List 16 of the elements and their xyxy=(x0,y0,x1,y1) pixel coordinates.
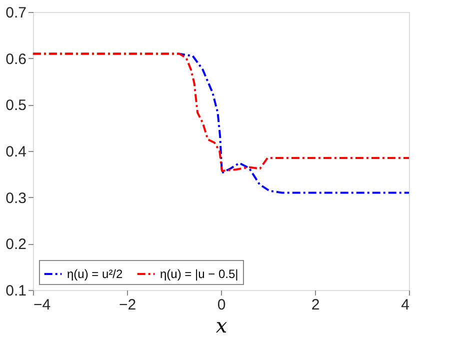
legend-label: η(u) = u²/2 xyxy=(67,267,124,281)
legend-label: η(u) = |u − 0.5| xyxy=(160,267,238,281)
line-series xyxy=(32,52,410,172)
x-tick-label: 0 xyxy=(217,296,226,314)
x-axis-title: x xyxy=(216,314,228,338)
x-tick-label: −2 xyxy=(118,296,136,314)
y-tick-label: 0.2 xyxy=(6,236,26,254)
x-tick-label: 4 xyxy=(401,296,410,314)
y-tick-label: 0.4 xyxy=(6,144,26,160)
y-tick-label: 0.3 xyxy=(6,190,26,207)
x-tick-label: 2 xyxy=(311,296,320,314)
x-tick-label: −4 xyxy=(34,296,51,314)
y-tick-label: 0.1 xyxy=(6,282,26,300)
y-tick-label: 0.7 xyxy=(6,4,26,22)
y-tick-label: 0.5 xyxy=(6,97,26,114)
y-tick-label: 0.6 xyxy=(6,50,26,68)
